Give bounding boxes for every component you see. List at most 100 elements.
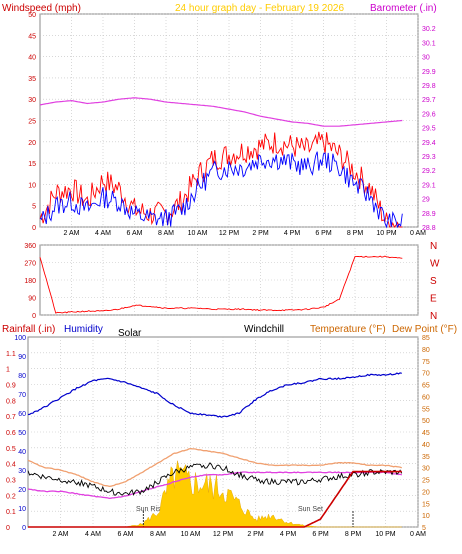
direction-compass-label: N bbox=[430, 311, 437, 322]
series-line-barometer bbox=[39, 97, 403, 127]
barometer-y-tick-label: 28.9 bbox=[422, 211, 436, 218]
rain-y-tick-label: 0.4 bbox=[6, 462, 16, 469]
rain-y-tick-label: 0.6 bbox=[6, 430, 16, 437]
wind-x-tick-label: 6 AM bbox=[127, 230, 143, 237]
wind-y-tick-label: 50 bbox=[28, 12, 36, 19]
temp-y-tick-label: 75 bbox=[422, 359, 430, 366]
rain-y-tick-label: 0.9 bbox=[6, 383, 16, 390]
series-line-dewpoint bbox=[27, 471, 403, 500]
series-line-humidity bbox=[27, 372, 402, 418]
wind-x-tick-label: 4 PM bbox=[284, 230, 301, 237]
temp-x-tick-label: 4 PM bbox=[280, 531, 297, 538]
humidity-y-tick-label: 70 bbox=[18, 392, 26, 399]
graph-title: 24 hour graph day - February 19 2026 bbox=[175, 3, 344, 14]
barometer-y-tick-label: 30.1 bbox=[422, 40, 436, 47]
direction-y-tick-label: 180 bbox=[24, 278, 36, 285]
temp-x-tick-label: 12 PM bbox=[213, 531, 233, 538]
temp-y-tick-label: 80 bbox=[422, 347, 430, 354]
series-line-direction bbox=[39, 255, 403, 314]
wind-x-tick-label: 8 AM bbox=[158, 230, 174, 237]
humidity-y-tick-label: 100 bbox=[14, 335, 26, 342]
temp-x-tick-label: 6 PM bbox=[312, 531, 329, 538]
temp-x-tick-label: 8 AM bbox=[150, 531, 166, 538]
temp-x-tick-label: 8 PM bbox=[345, 531, 362, 538]
direction-y-tick-label: 270 bbox=[24, 261, 36, 268]
windchill-label: Windchill bbox=[244, 324, 284, 335]
wind-y-tick-label: 20 bbox=[28, 140, 36, 147]
temp-x-tick-label: 10 PM bbox=[375, 531, 395, 538]
humidity-y-tick-label: 90 bbox=[18, 354, 26, 361]
direction-y-tick-label: 360 bbox=[24, 243, 36, 250]
direction-y-tick-label: 90 bbox=[28, 296, 36, 303]
wind-y-tick-label: 5 bbox=[32, 204, 36, 211]
temp-y-tick-label: 70 bbox=[422, 371, 430, 378]
rain-y-tick-label: 0.1 bbox=[6, 509, 16, 516]
humidity-y-tick-label: 20 bbox=[18, 487, 26, 494]
humidity-label: Humidity bbox=[64, 324, 103, 335]
barometer-y-tick-label: 29.6 bbox=[422, 111, 436, 118]
wind-y-tick-label: 40 bbox=[28, 55, 36, 62]
series-line-temperature bbox=[27, 447, 403, 488]
temp-y-tick-label: 85 bbox=[422, 335, 430, 342]
temp-y-tick-label: 10 bbox=[422, 513, 430, 520]
barometer-label: Barometer (.in) bbox=[370, 3, 437, 14]
temp-y-tick-label: 30 bbox=[422, 466, 430, 473]
barometer-y-tick-label: 29 bbox=[422, 197, 430, 204]
wind-x-tick-label: 10 AM bbox=[188, 230, 208, 237]
rain-y-tick-label: 1 bbox=[6, 367, 10, 374]
temp-x-tick-label: 2 PM bbox=[247, 531, 264, 538]
rain-y-tick-label: 0 bbox=[6, 525, 10, 532]
barometer-y-tick-label: 30.2 bbox=[422, 26, 436, 33]
rain-y-tick-label: 0.3 bbox=[6, 478, 16, 485]
series-line-windchill bbox=[27, 462, 403, 496]
wind-y-tick-label: 15 bbox=[28, 161, 36, 168]
wind-x-tick-label: 8 PM bbox=[347, 230, 364, 237]
direction-compass-label: S bbox=[430, 276, 437, 287]
barometer-y-tick-label: 30 bbox=[422, 55, 430, 62]
temp-y-tick-label: 55 bbox=[422, 406, 430, 413]
barometer-y-tick-label: 29.7 bbox=[422, 97, 436, 104]
rain-y-tick-label: 0.8 bbox=[6, 398, 16, 405]
temp-y-tick-label: 50 bbox=[422, 418, 430, 425]
barometer-y-tick-label: 28.8 bbox=[422, 225, 436, 232]
barometer-y-tick-label: 29.8 bbox=[422, 83, 436, 90]
temp-x-tick-label: 10 AM bbox=[181, 531, 201, 538]
barometer-y-tick-label: 29.1 bbox=[422, 182, 436, 189]
barometer-y-tick-label: 29.9 bbox=[422, 69, 436, 76]
wind-x-tick-label: 12 PM bbox=[219, 230, 239, 237]
temp-y-tick-label: 65 bbox=[422, 383, 430, 390]
wind-x-tick-label: 10 PM bbox=[376, 230, 396, 237]
series-line-speed bbox=[39, 151, 403, 229]
wind-y-tick-label: 30 bbox=[28, 97, 36, 104]
windspeed-label: Windspeed (mph) bbox=[2, 3, 81, 14]
rain-y-tick-label: 1.1 bbox=[6, 351, 16, 358]
temp-y-tick-label: 20 bbox=[422, 489, 430, 496]
series-line-gust bbox=[39, 131, 403, 228]
rain-y-tick-label: 0.5 bbox=[6, 446, 16, 453]
rainfall-label: Rainfall (.in) bbox=[2, 324, 55, 335]
rain-y-tick-label: 0.2 bbox=[6, 493, 16, 500]
direction-compass-label: E bbox=[430, 294, 437, 305]
temp-x-tick-label: 2 AM bbox=[53, 531, 69, 538]
wind-y-tick-label: 35 bbox=[28, 76, 36, 83]
humidity-y-tick-label: 40 bbox=[18, 449, 26, 456]
temp-y-tick-label: 25 bbox=[422, 478, 430, 485]
direction-compass-label: W bbox=[430, 259, 440, 270]
temp-y-tick-label: 15 bbox=[422, 501, 430, 508]
wind-y-tick-label: 0 bbox=[32, 225, 36, 232]
wind-x-tick-label: 4 AM bbox=[95, 230, 111, 237]
barometer-y-tick-label: 29.3 bbox=[422, 154, 436, 161]
wind-y-tick-label: 25 bbox=[28, 119, 36, 126]
barometer-y-tick-label: 29.2 bbox=[422, 168, 436, 175]
series-area-solar bbox=[28, 460, 402, 528]
humidity-y-tick-label: 30 bbox=[18, 468, 26, 475]
temp-y-tick-label: 45 bbox=[422, 430, 430, 437]
series-line-rainfall bbox=[28, 470, 402, 528]
wind-x-tick-label: 2 PM bbox=[252, 230, 269, 237]
humidity-y-tick-label: 60 bbox=[18, 411, 26, 418]
wind-x-tick-label: 2 AM bbox=[64, 230, 80, 237]
direction-y-tick-label: 0 bbox=[32, 313, 36, 320]
humidity-y-tick-label: 10 bbox=[18, 506, 26, 513]
